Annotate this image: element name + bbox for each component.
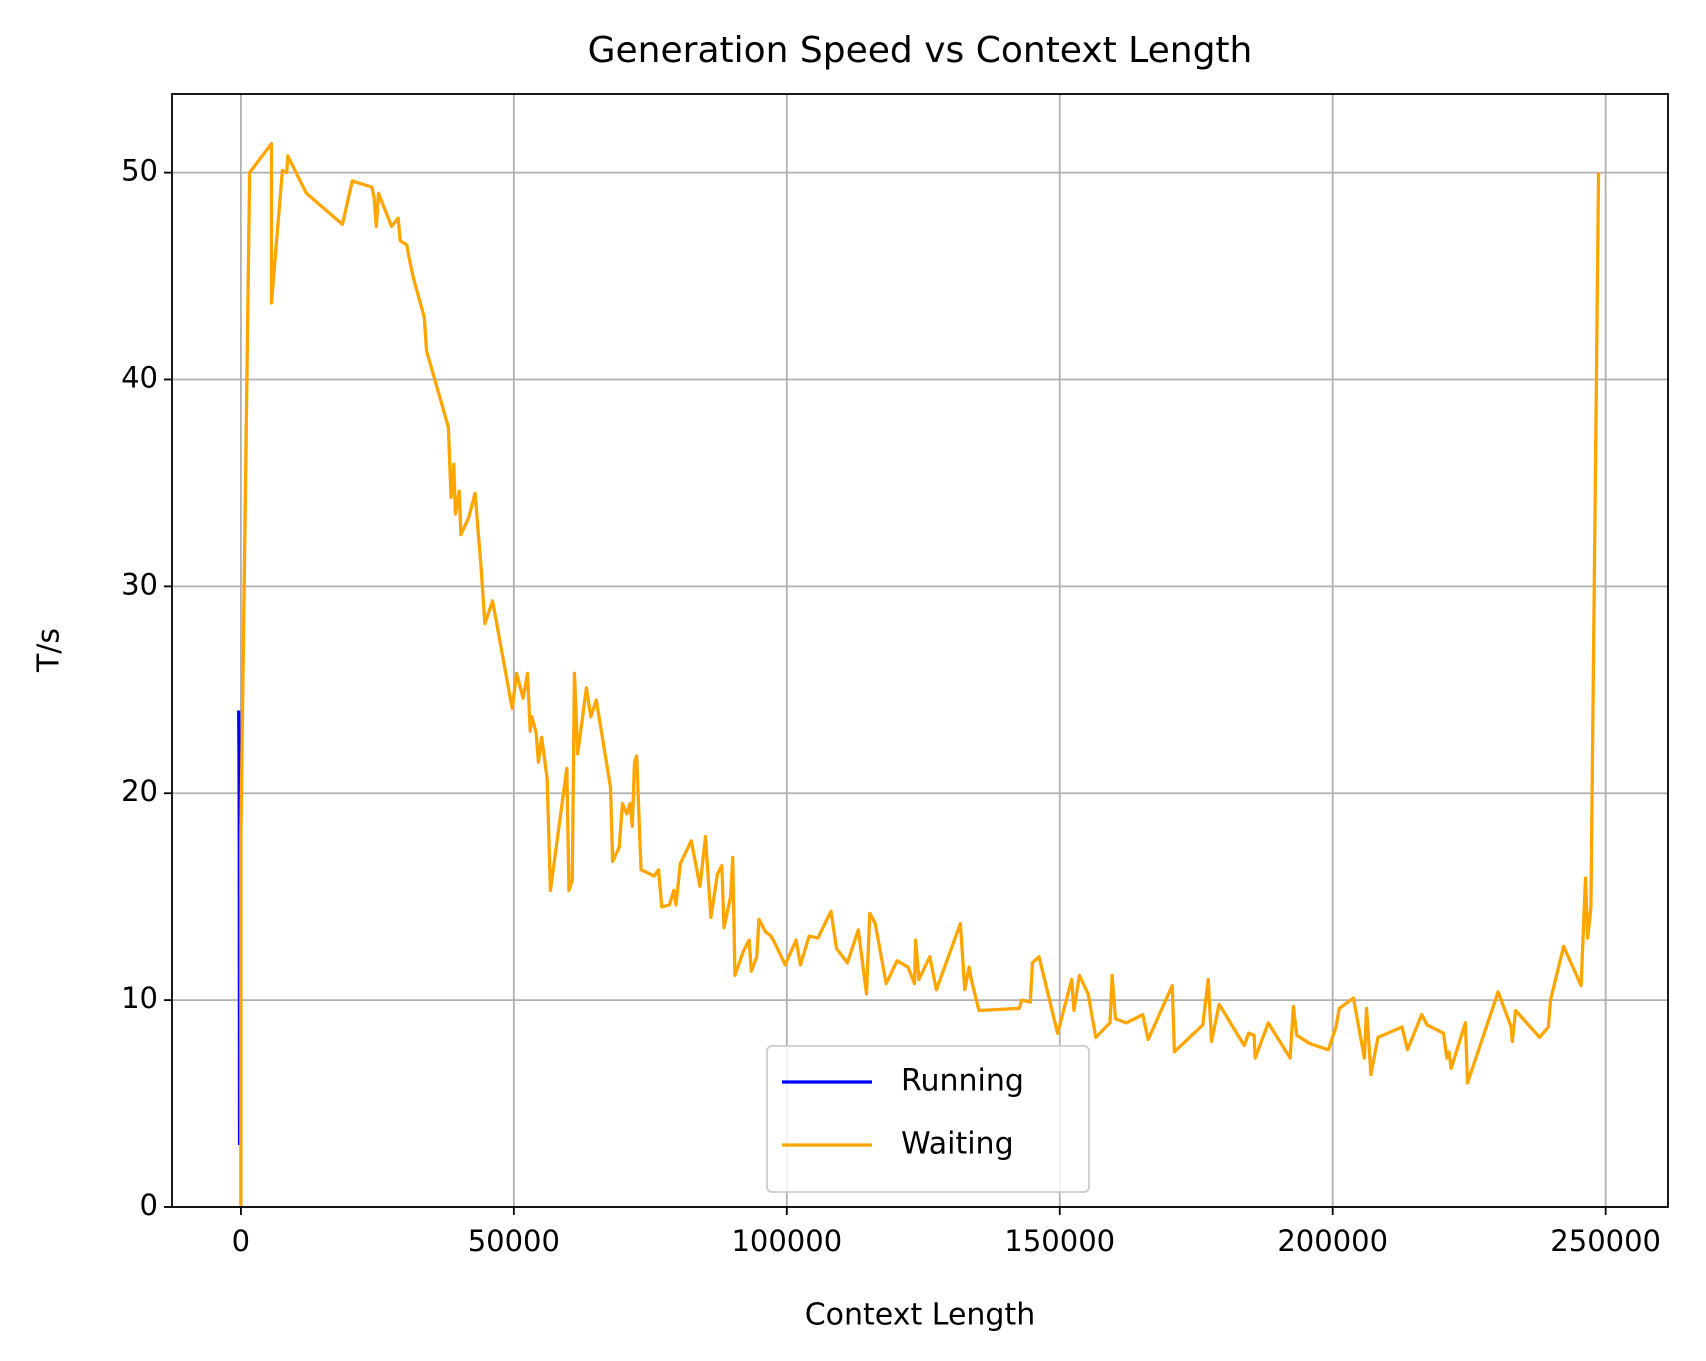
x-tick-label: 150000 (1004, 1224, 1115, 1258)
y-tick-label: 40 (121, 360, 158, 394)
x-tick-label: 50000 (468, 1224, 560, 1258)
legend-label: Running (901, 1064, 1024, 1099)
chart-title: Generation Speed vs Context Length (588, 30, 1253, 71)
x-tick-label: 200000 (1277, 1224, 1388, 1258)
y-tick-label: 10 (121, 981, 158, 1015)
legend: Running Waiting (766, 1045, 1090, 1193)
y-tick-label: 50 (121, 154, 158, 188)
x-tick-label: 100000 (731, 1224, 842, 1258)
x-axis-label: Context Length (805, 1298, 1036, 1333)
x-tick-label: 0 (232, 1224, 250, 1258)
y-tick-label: 20 (121, 774, 158, 808)
legend-label: Waiting (901, 1127, 1014, 1162)
y-axis-label: T/s (32, 628, 67, 673)
plot-frame (171, 93, 1669, 1208)
y-tick-label: 30 (121, 567, 158, 601)
y-tick-label: 0 (140, 1188, 158, 1222)
x-tick-label: 250000 (1550, 1224, 1661, 1258)
series-line (239, 142, 1601, 1207)
